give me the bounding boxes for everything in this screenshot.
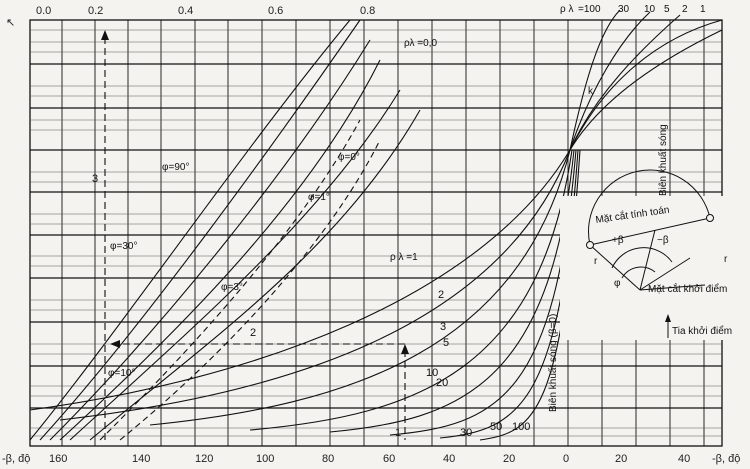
curve-3 xyxy=(59,59,381,441)
bottom-tick-5: 60 xyxy=(383,453,395,465)
inset-mat-cat-khoi-diem: Mặt cắt khởi điểm xyxy=(648,282,727,295)
bottom-tick-0: 160 xyxy=(49,453,67,465)
guide-drop-head xyxy=(401,344,409,354)
label-rholambda-0: ρλ =0,0 xyxy=(404,38,437,49)
top-tick-3: 0.6 xyxy=(268,5,283,17)
curve-num-100: 100 xyxy=(512,421,530,433)
curve-num-50: 50 xyxy=(490,421,502,433)
curve-8 xyxy=(149,149,571,426)
inset-diagram xyxy=(560,169,728,340)
curve-num-20: 20 xyxy=(436,377,448,389)
label-phi-10: φ=10° xyxy=(108,368,135,379)
bottom-tick-7: 20 xyxy=(503,453,515,465)
vertical-label-bien: Biên khuất sóng (β=0) xyxy=(547,314,559,412)
guide-num-3: 3 xyxy=(92,173,98,185)
top-right-tick-1: 30 xyxy=(618,4,630,15)
bottom-axis-right-label: -β, độ xyxy=(712,453,740,465)
curve-16 xyxy=(569,14,681,151)
top-tick-2: 0.4 xyxy=(178,5,193,17)
curve-num-10: 10 xyxy=(426,367,438,379)
guide-arrows xyxy=(101,30,409,440)
top-right-tick-0: =100 xyxy=(578,4,601,15)
inset-tia-khoi-diem: Tia khởi điểm xyxy=(672,325,732,337)
top-right-tick-3: 5 xyxy=(664,4,670,15)
bottom-axis-label: -β, độ xyxy=(2,453,30,465)
bottom-tick-8: 0 xyxy=(563,453,569,465)
curve-num-3: 3 xyxy=(440,321,446,333)
top-right-prefix: ρ λ xyxy=(560,4,573,15)
curve-num-1: 1 xyxy=(395,427,401,439)
top-tick-1: 0.2 xyxy=(88,5,103,17)
curve-num-2: 2 xyxy=(438,289,444,301)
curve-0 xyxy=(29,19,351,441)
curve-17 xyxy=(569,29,723,151)
curve-num-5: 5 xyxy=(443,337,449,349)
bottom-tick-3: 100 xyxy=(256,453,274,465)
bottom-tick-2: 120 xyxy=(195,453,213,465)
inset-plus-beta: +β xyxy=(612,235,624,246)
inset-minus-beta: −β xyxy=(657,235,669,246)
bottom-tick-6: 40 xyxy=(443,453,455,465)
curve-1 xyxy=(39,19,361,441)
label-rholambda-1: ρ λ =1 xyxy=(390,252,418,263)
curve-2 xyxy=(49,39,371,441)
top-tick-0: 0.0 xyxy=(36,5,51,17)
curve-dashed-1 xyxy=(119,139,381,441)
curve-9 xyxy=(249,149,573,431)
guide-vertical-head xyxy=(101,30,109,40)
label-phi-0: φ=0° xyxy=(338,152,360,163)
label-phi-90: φ=90° xyxy=(162,162,189,173)
top-right-tick-4: 2 xyxy=(682,4,688,15)
curve-5 xyxy=(89,109,421,441)
top-tick-4: 0.8 xyxy=(360,5,375,17)
inset-phi: φ xyxy=(614,278,621,289)
curve-6 xyxy=(29,19,723,411)
left-axis-label: ↖ xyxy=(6,17,15,29)
label-phi-1: φ=1° xyxy=(308,192,330,203)
label-phi-3: φ=3° xyxy=(221,282,243,293)
bottom-tick-4: 80 xyxy=(322,453,334,465)
inset-r2: r xyxy=(724,254,728,265)
label-phi-30: φ=30° xyxy=(110,241,137,252)
bottom-tick-9: 20 xyxy=(615,453,627,465)
curve-dashed-0 xyxy=(99,119,361,441)
curve-14 xyxy=(569,9,621,151)
bottom-tick-10: 40 xyxy=(678,453,690,465)
top-right-tick-5: 1 xyxy=(700,4,706,15)
curve-7 xyxy=(59,149,571,421)
guide-num-2: 2 xyxy=(250,327,256,339)
inset-r1: r xyxy=(594,256,598,267)
side-label-k: k xyxy=(588,86,594,97)
curve-num-30: 30 xyxy=(460,427,472,439)
guide-horizontal-head xyxy=(110,340,120,348)
top-right-tick-2: 10 xyxy=(644,4,656,15)
inset-bien-khuat-song: Biên khuất sóng xyxy=(657,124,669,196)
bottom-tick-1: 140 xyxy=(132,453,150,465)
curve-15 xyxy=(569,11,651,151)
